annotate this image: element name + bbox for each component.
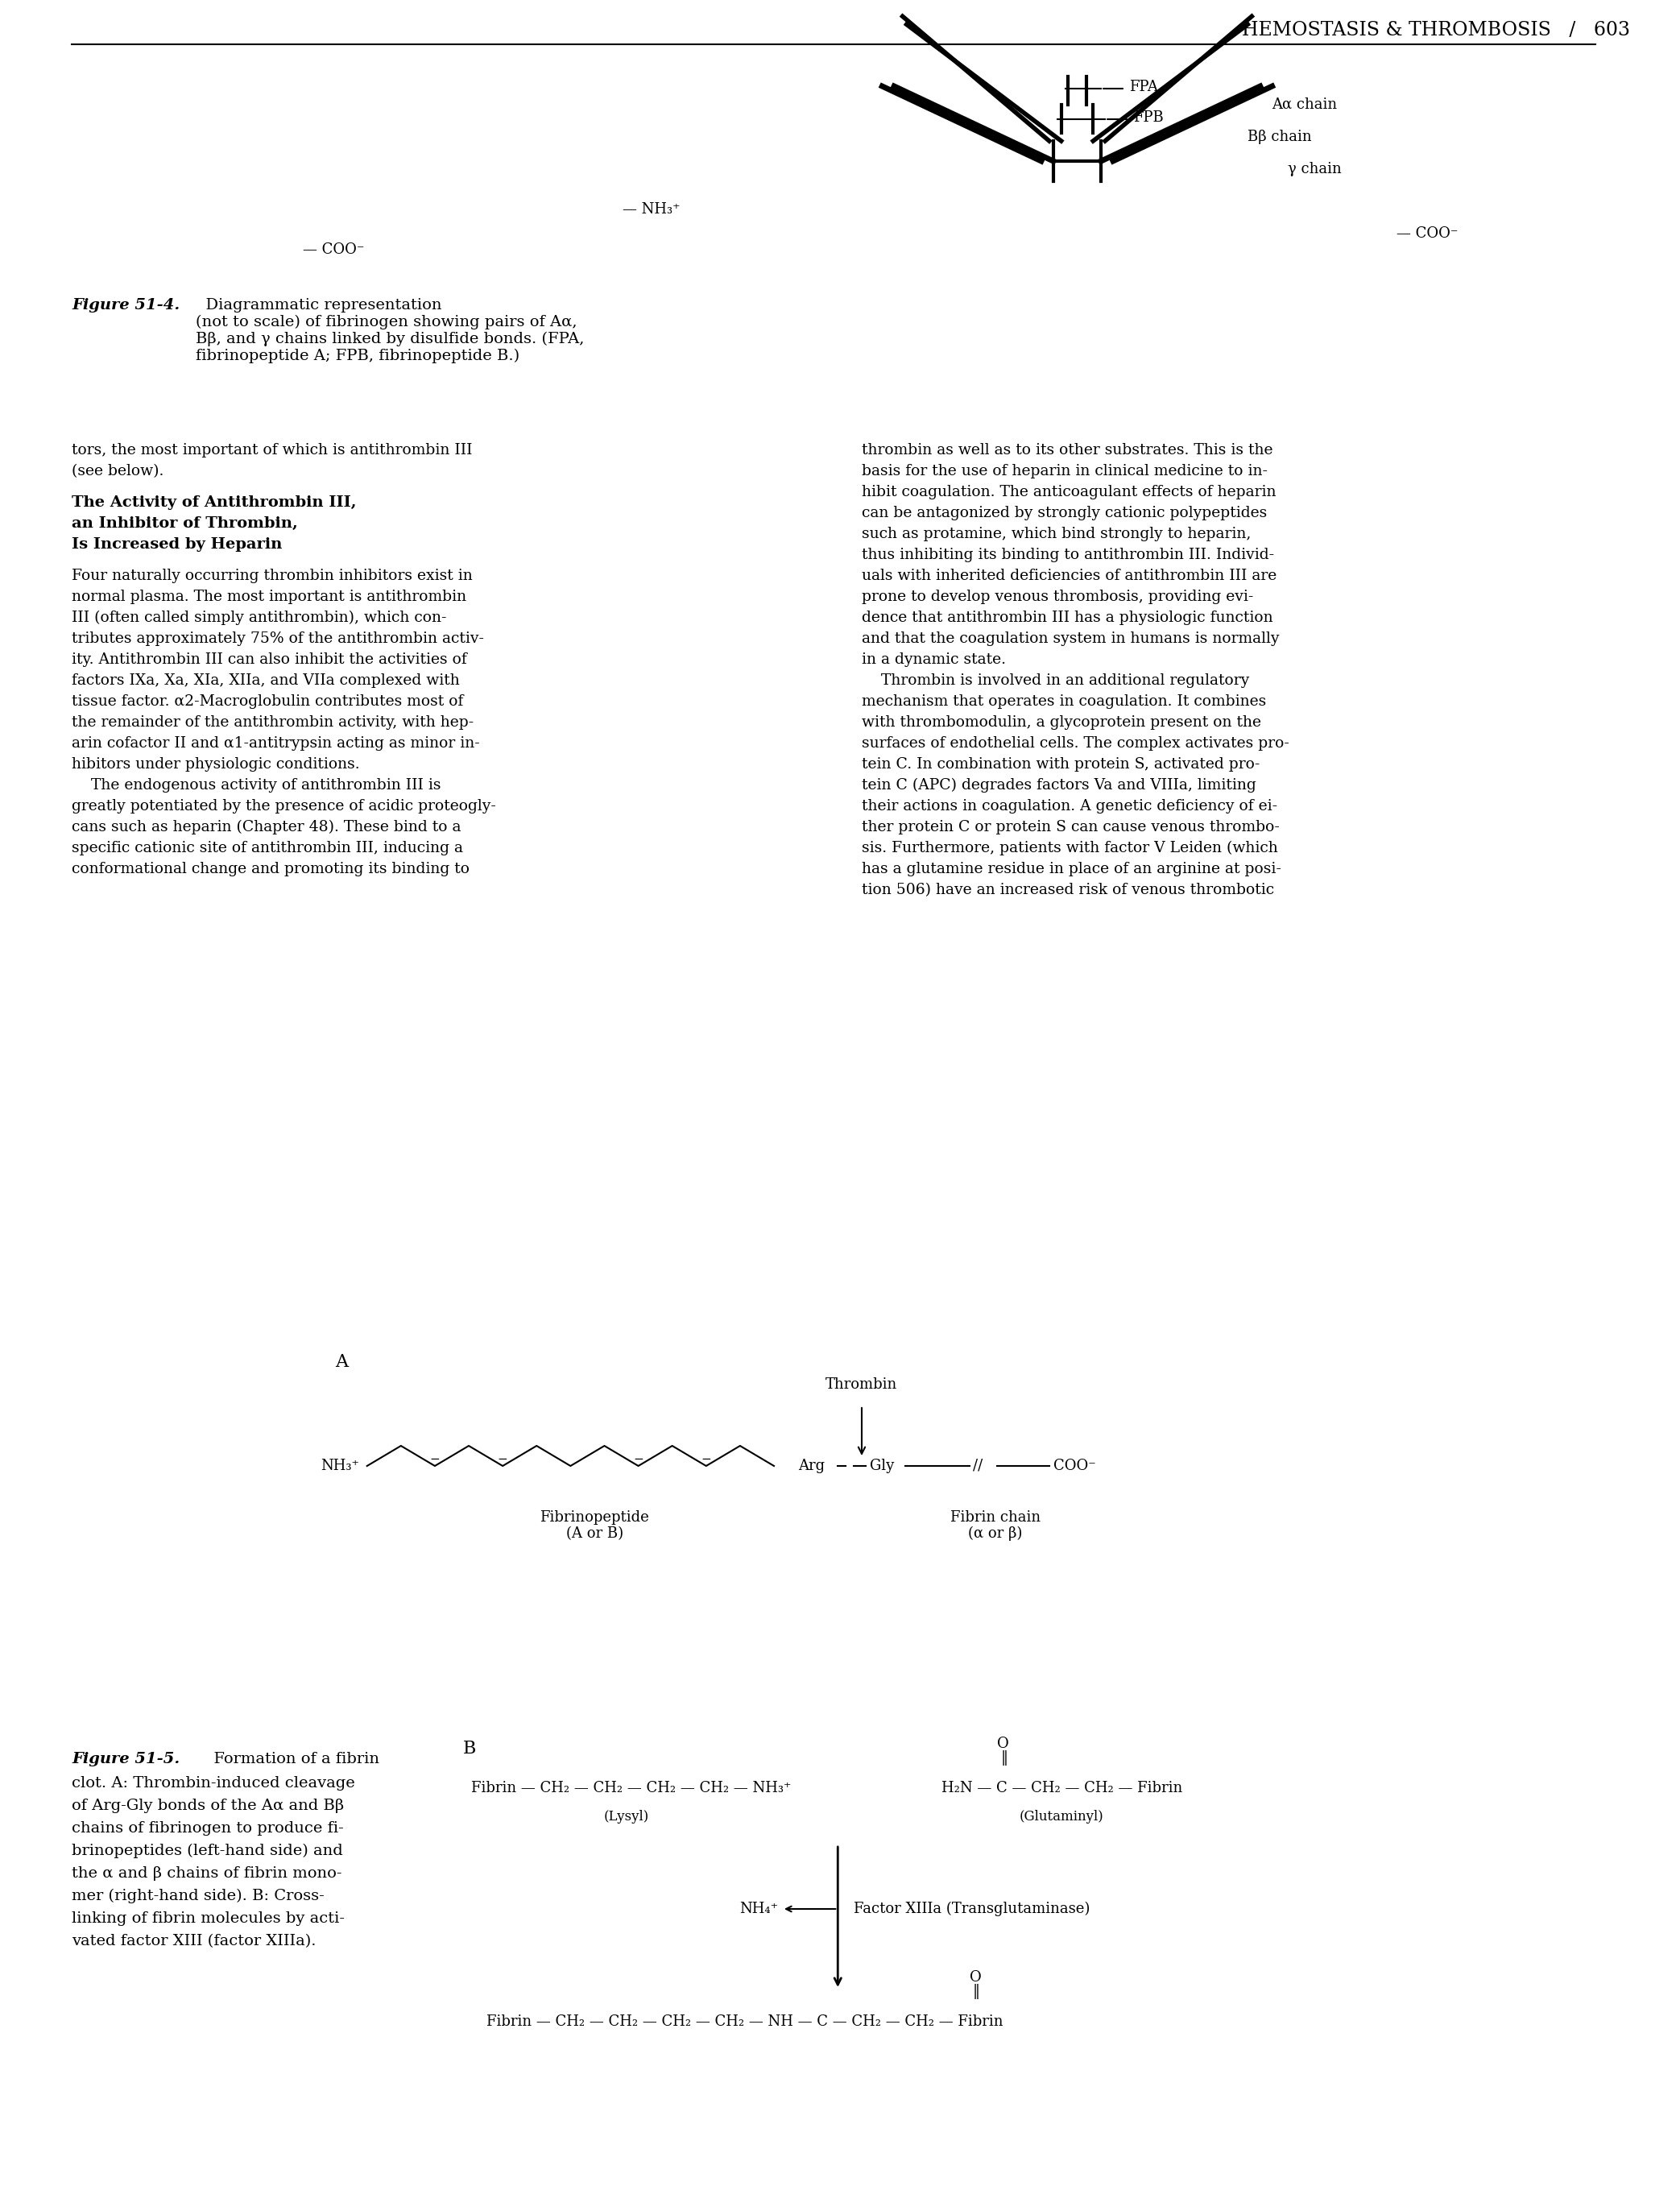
Text: The endogenous activity of antithrombin III is: The endogenous activity of antithrombin … <box>72 778 442 792</box>
Text: sis. Furthermore, patients with factor V Leiden (which: sis. Furthermore, patients with factor V… <box>862 840 1278 856</box>
Text: tributes approximately 75% of the antithrombin activ-: tributes approximately 75% of the antith… <box>72 632 484 646</box>
Text: — NH₃⁺: — NH₃⁺ <box>622 201 680 217</box>
Text: their actions in coagulation. A genetic deficiency of ei-: their actions in coagulation. A genetic … <box>862 798 1277 814</box>
Text: of Arg-Gly bonds of the Aα and Bβ: of Arg-Gly bonds of the Aα and Bβ <box>72 1798 344 1813</box>
Text: conformational change and promoting its binding to: conformational change and promoting its … <box>72 862 470 876</box>
Text: (Glutaminyl): (Glutaminyl) <box>1020 1809 1104 1824</box>
Text: linking of fibrin molecules by acti-: linking of fibrin molecules by acti- <box>72 1910 344 1926</box>
Text: HEMOSTASIS & THROMBOSIS   /   603: HEMOSTASIS & THROMBOSIS / 603 <box>1242 22 1630 40</box>
Text: COO⁻: COO⁻ <box>1053 1459 1095 1473</box>
Text: The Activity of Antithrombin III,: The Activity of Antithrombin III, <box>72 495 356 511</box>
Text: tissue factor. α2-Macroglobulin contributes most of: tissue factor. α2-Macroglobulin contribu… <box>72 694 464 710</box>
Text: clot. A: Thrombin-induced cleavage: clot. A: Thrombin-induced cleavage <box>72 1775 354 1791</box>
Text: (see below).: (see below). <box>72 464 165 478</box>
Text: basis for the use of heparin in clinical medicine to in-: basis for the use of heparin in clinical… <box>862 464 1268 478</box>
Text: mechanism that operates in coagulation. It combines: mechanism that operates in coagulation. … <box>862 694 1267 710</box>
Text: surfaces of endothelial cells. The complex activates pro-: surfaces of endothelial cells. The compl… <box>862 736 1289 752</box>
Text: Aα chain: Aα chain <box>1272 97 1337 113</box>
Text: brinopeptides (left-hand side) and: brinopeptides (left-hand side) and <box>72 1844 343 1859</box>
Text: B: B <box>462 1740 475 1758</box>
Text: Fibrinopeptide: Fibrinopeptide <box>539 1510 648 1526</box>
Text: thus inhibiting its binding to antithrombin III. Individ-: thus inhibiting its binding to antithrom… <box>862 548 1273 562</box>
Text: ity. Antithrombin III can also inhibit the activities of: ity. Antithrombin III can also inhibit t… <box>72 652 467 668</box>
Text: the remainder of the antithrombin activity, with hep-: the remainder of the antithrombin activi… <box>72 714 474 730</box>
Text: specific cationic site of antithrombin III, inducing a: specific cationic site of antithrombin I… <box>72 840 464 856</box>
Text: — COO⁻: — COO⁻ <box>1396 226 1458 241</box>
Text: Figure 51-4.: Figure 51-4. <box>72 298 180 312</box>
Text: tors, the most important of which is antithrombin III: tors, the most important of which is ant… <box>72 442 472 458</box>
Text: −: − <box>430 1455 440 1466</box>
Text: has a glutamine residue in place of an arginine at posi-: has a glutamine residue in place of an a… <box>862 862 1282 876</box>
Text: ‖: ‖ <box>973 1983 979 1999</box>
Text: (Lysyl): (Lysyl) <box>603 1809 648 1824</box>
Text: factors IXa, Xa, XIa, XIIa, and VIIa complexed with: factors IXa, Xa, XIa, XIIa, and VIIa com… <box>72 674 460 688</box>
Text: tein C. In combination with protein S, activated pro-: tein C. In combination with protein S, a… <box>862 756 1260 772</box>
Text: NH₄⁺: NH₄⁺ <box>739 1901 778 1917</box>
Text: hibitors under physiologic conditions.: hibitors under physiologic conditions. <box>72 756 360 772</box>
Text: tein C (APC) degrades factors Va and VIIIa, limiting: tein C (APC) degrades factors Va and VII… <box>862 778 1257 794</box>
Text: and that the coagulation system in humans is normally: and that the coagulation system in human… <box>862 632 1278 646</box>
Text: Bβ chain: Bβ chain <box>1248 130 1312 144</box>
Text: dence that antithrombin III has a physiologic function: dence that antithrombin III has a physio… <box>862 610 1273 626</box>
Text: O: O <box>998 1736 1010 1751</box>
Text: O: O <box>969 1970 981 1985</box>
Text: −: − <box>633 1455 643 1466</box>
Text: Formation of a fibrin: Formation of a fibrin <box>203 1751 380 1767</box>
Text: Fibrin — CH₂ — CH₂ — CH₂ — CH₂ — NH₃⁺: Fibrin — CH₂ — CH₂ — CH₂ — CH₂ — NH₃⁺ <box>470 1780 791 1795</box>
Text: ‖: ‖ <box>1001 1749 1008 1764</box>
Text: A: A <box>334 1353 348 1371</box>
Text: tion 506) have an increased risk of venous thrombotic: tion 506) have an increased risk of veno… <box>862 882 1273 898</box>
Text: //: // <box>973 1459 983 1473</box>
Text: FPA: FPA <box>1129 80 1158 95</box>
Text: NH₃⁺: NH₃⁺ <box>321 1459 360 1473</box>
Text: can be antagonized by strongly cationic polypeptides: can be antagonized by strongly cationic … <box>862 506 1267 520</box>
Text: prone to develop venous thrombosis, providing evi-: prone to develop venous thrombosis, prov… <box>862 590 1253 604</box>
Text: (A or B): (A or B) <box>566 1526 623 1541</box>
Text: — COO⁻: — COO⁻ <box>302 243 365 256</box>
Text: (α or β): (α or β) <box>968 1526 1023 1541</box>
Text: Factor XIIIa (Transglutaminase): Factor XIIIa (Transglutaminase) <box>853 1901 1090 1917</box>
Text: Gly: Gly <box>870 1459 894 1473</box>
Text: normal plasma. The most important is antithrombin: normal plasma. The most important is ant… <box>72 590 467 604</box>
Text: γ chain: γ chain <box>1287 161 1341 177</box>
Text: uals with inherited deficiencies of antithrombin III are: uals with inherited deficiencies of anti… <box>862 568 1277 584</box>
Text: Is Increased by Heparin: Is Increased by Heparin <box>72 537 282 553</box>
Text: greatly potentiated by the presence of acidic proteogly-: greatly potentiated by the presence of a… <box>72 798 496 814</box>
Text: H₂N — C — CH₂ — CH₂ — Fibrin: H₂N — C — CH₂ — CH₂ — Fibrin <box>941 1780 1183 1795</box>
Text: hibit coagulation. The anticoagulant effects of heparin: hibit coagulation. The anticoagulant eff… <box>862 484 1277 500</box>
Text: FPB: FPB <box>1132 111 1164 124</box>
Text: chains of fibrinogen to produce fi-: chains of fibrinogen to produce fi- <box>72 1822 344 1835</box>
Text: such as protamine, which bind strongly to heparin,: such as protamine, which bind strongly t… <box>862 526 1252 542</box>
Text: Thrombin is involved in an additional regulatory: Thrombin is involved in an additional re… <box>862 674 1250 688</box>
Text: Fibrin — CH₂ — CH₂ — CH₂ — CH₂ — NH — C — CH₂ — CH₂ — Fibrin: Fibrin — CH₂ — CH₂ — CH₂ — CH₂ — NH — C … <box>487 2014 1003 2030</box>
Text: vated factor XIII (factor XIIIa).: vated factor XIII (factor XIIIa). <box>72 1935 316 1948</box>
Text: thrombin as well as to its other substrates. This is the: thrombin as well as to its other substra… <box>862 442 1273 458</box>
Text: III (often called simply antithrombin), which con-: III (often called simply antithrombin), … <box>72 610 447 626</box>
Text: ther protein C or protein S can cause venous thrombo-: ther protein C or protein S can cause ve… <box>862 820 1280 834</box>
Text: −: − <box>497 1455 507 1466</box>
Text: arin cofactor II and α1-antitrypsin acting as minor in-: arin cofactor II and α1-antitrypsin acti… <box>72 736 480 752</box>
Text: Fibrin chain: Fibrin chain <box>951 1510 1040 1526</box>
Text: the α and β chains of fibrin mono-: the α and β chains of fibrin mono- <box>72 1866 343 1882</box>
Text: cans such as heparin (Chapter 48). These bind to a: cans such as heparin (Chapter 48). These… <box>72 820 462 836</box>
Text: an Inhibitor of Thrombin,: an Inhibitor of Thrombin, <box>72 517 297 531</box>
Text: Diagrammatic representation
(not to scale) of fibrinogen showing pairs of Aα,
Bβ: Diagrammatic representation (not to scal… <box>195 298 585 363</box>
Text: in a dynamic state.: in a dynamic state. <box>862 652 1006 668</box>
Text: with thrombomodulin, a glycoprotein present on the: with thrombomodulin, a glycoprotein pres… <box>862 714 1262 730</box>
Text: Arg: Arg <box>798 1459 825 1473</box>
Text: Figure 51-5.: Figure 51-5. <box>72 1751 180 1767</box>
Text: −: − <box>701 1455 711 1466</box>
Text: Four naturally occurring thrombin inhibitors exist in: Four naturally occurring thrombin inhibi… <box>72 568 472 584</box>
Text: Thrombin: Thrombin <box>827 1377 897 1393</box>
Text: mer (right-hand side). B: Cross-: mer (right-hand side). B: Cross- <box>72 1888 324 1904</box>
